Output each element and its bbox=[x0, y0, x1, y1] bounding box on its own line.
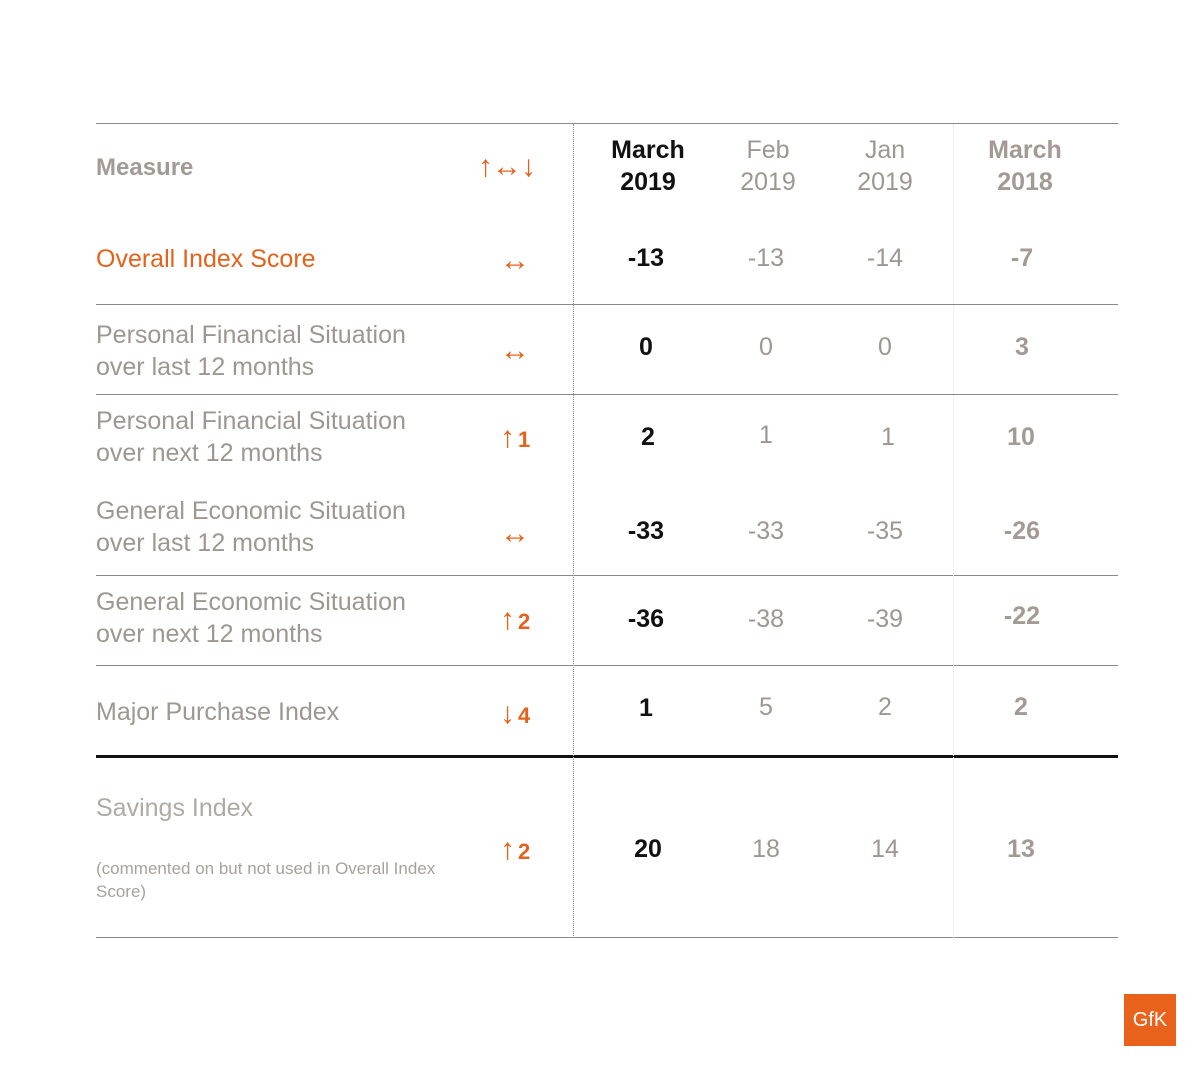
gfk-logo: GfK bbox=[1124, 994, 1176, 1046]
column-header-march-2019: March 2019 bbox=[583, 134, 713, 198]
row-label-line: General Economic Situation bbox=[96, 588, 406, 616]
row-label-line: Overall Index Score bbox=[96, 245, 316, 273]
row-label-savings-index: Savings Index bbox=[96, 792, 253, 824]
value-cell: -38 bbox=[747, 605, 785, 633]
value-cell: -36 bbox=[627, 605, 665, 633]
trend-indicator: ↑ 2 bbox=[500, 603, 530, 637]
row-label-personal-last: Personal Financial Situation over last 1… bbox=[96, 319, 406, 383]
value-cell: 20 bbox=[634, 835, 662, 863]
value-cell: 18 bbox=[752, 835, 780, 863]
column-header-line: 2019 bbox=[740, 168, 796, 196]
trend-change: 2 bbox=[518, 609, 531, 634]
trend-indicator: ↓ 4 bbox=[500, 697, 530, 731]
measure-header: Measure bbox=[96, 154, 194, 181]
up-arrow-icon: ↑ bbox=[500, 421, 515, 454]
row-divider bbox=[96, 575, 1118, 576]
value-cell: -22 bbox=[1003, 602, 1041, 630]
row-label-major-purchase: Major Purchase Index bbox=[96, 696, 339, 728]
row-label-personal-next: Personal Financial Situation over next 1… bbox=[96, 405, 406, 469]
savings-separator bbox=[96, 755, 1118, 758]
value-cell: 1 bbox=[759, 421, 773, 449]
row-label-line: over last 12 months bbox=[96, 353, 315, 381]
value-cell: -33 bbox=[627, 517, 665, 545]
value-cell: 2 bbox=[878, 693, 892, 721]
value-cell: -7 bbox=[1010, 244, 1034, 272]
row-label-line: Major Purchase Index bbox=[96, 698, 340, 726]
column-header-line: 2019 bbox=[857, 168, 913, 196]
row-label-line: over last 12 months bbox=[96, 529, 315, 557]
trend-indicator: ↔ bbox=[500, 334, 533, 368]
row-label-line: Personal Financial Situation bbox=[96, 321, 406, 349]
value-cell: 0 bbox=[639, 333, 653, 361]
flat-arrow-icon: ↔ bbox=[500, 244, 530, 277]
value-cell: -39 bbox=[866, 605, 904, 633]
value-cell: 14 bbox=[871, 835, 899, 863]
value-cell: 1 bbox=[881, 423, 895, 451]
row-divider bbox=[96, 665, 1118, 666]
value-cell: 3 bbox=[1015, 333, 1029, 361]
row-divider bbox=[96, 304, 1118, 305]
column-header-feb-2019: Feb 2019 bbox=[703, 134, 833, 198]
value-cell: -35 bbox=[866, 517, 904, 545]
row-label-line: over next 12 months bbox=[96, 620, 323, 648]
up-arrow-icon: ↑ bbox=[500, 603, 515, 636]
row-label-line: Personal Financial Situation bbox=[96, 407, 406, 435]
column-header-line: Feb bbox=[746, 136, 790, 164]
flat-arrow-icon: ↔ bbox=[500, 517, 530, 550]
trend-indicator: ↔ bbox=[500, 244, 533, 278]
trend-indicator: ↑ 2 bbox=[500, 833, 530, 867]
value-cell: 5 bbox=[759, 693, 773, 721]
column-header-line: March bbox=[611, 136, 685, 164]
row-label-line: Savings Index bbox=[96, 794, 254, 822]
value-cell: 1 bbox=[639, 694, 653, 722]
row-label-line: over next 12 months bbox=[96, 439, 323, 467]
column-divider bbox=[573, 124, 574, 938]
savings-note: (commented on but not used in Overall In… bbox=[96, 859, 436, 901]
row-divider bbox=[96, 394, 1118, 395]
column-header-line: March bbox=[988, 136, 1062, 164]
row-label-economic-next: General Economic Situation over next 12 … bbox=[96, 586, 406, 650]
value-cell: 2 bbox=[641, 423, 655, 451]
value-cell: 2 bbox=[1014, 693, 1028, 721]
column-header-march-2018: March 2018 bbox=[960, 134, 1090, 198]
value-cell: 0 bbox=[759, 333, 773, 361]
column-header-line: Jan bbox=[864, 136, 906, 164]
trend-indicator: ↔ bbox=[500, 517, 533, 551]
trend-change: 4 bbox=[518, 703, 531, 728]
value-cell: -33 bbox=[747, 517, 785, 545]
value-cell: -14 bbox=[866, 244, 904, 272]
table-top-border bbox=[96, 123, 1118, 124]
table-bottom-border bbox=[96, 937, 1118, 938]
column-header-jan-2019: Jan 2019 bbox=[820, 134, 950, 198]
value-cell: -13 bbox=[627, 244, 665, 272]
value-cell: 10 bbox=[1007, 423, 1035, 451]
trend-change: 1 bbox=[518, 427, 531, 452]
flat-arrow-icon: ↔ bbox=[500, 334, 530, 367]
trend-header-icon: ↑↔↓ bbox=[478, 150, 536, 183]
value-cell: 13 bbox=[1007, 835, 1035, 863]
trend-indicator: ↑ 1 bbox=[500, 421, 530, 455]
row-label-overall-index: Overall Index Score bbox=[96, 243, 316, 275]
column-divider bbox=[953, 124, 954, 938]
value-cell: -13 bbox=[747, 244, 785, 272]
value-cell: 0 bbox=[878, 333, 892, 361]
column-header-line: 2019 bbox=[620, 168, 676, 196]
down-arrow-icon: ↓ bbox=[500, 697, 515, 730]
row-label-economic-last: General Economic Situation over last 12 … bbox=[96, 495, 406, 559]
up-arrow-icon: ↑ bbox=[500, 833, 515, 866]
trend-change: 2 bbox=[518, 839, 531, 864]
value-cell: -26 bbox=[1003, 517, 1041, 545]
row-label-line: General Economic Situation bbox=[96, 497, 406, 525]
column-header-line: 2018 bbox=[997, 168, 1053, 196]
